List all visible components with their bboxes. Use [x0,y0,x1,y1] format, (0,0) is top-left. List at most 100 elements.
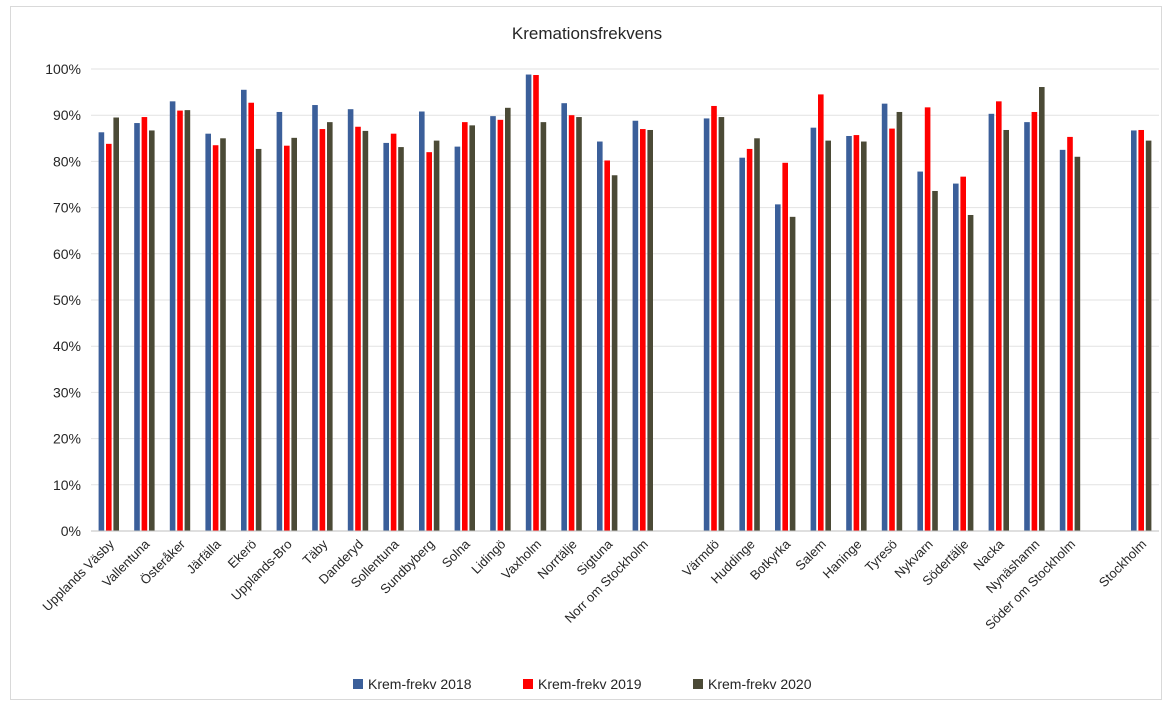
y-tick-label: 20% [53,431,81,447]
bar [141,117,148,532]
bar [576,117,582,532]
bar [568,115,575,531]
bar [711,105,717,532]
bar [1003,129,1009,531]
bar [383,142,389,532]
bar [312,105,318,531]
bar [319,129,326,531]
bar [113,117,119,531]
bar [469,125,475,532]
legend-label: Krem-frekv 2018 [368,676,472,692]
x-tick-label: Täby [299,536,330,567]
bar [932,190,938,531]
bar [917,171,923,531]
chart-frame: Kremationsfrekvens 0% 10% 20% 30% 40% 50% 60% 7… [10,6,1162,700]
bar [291,137,297,531]
bar [419,111,425,531]
bar [212,145,219,532]
bar [988,113,995,531]
bar [497,119,504,531]
bar [746,148,753,531]
bar [632,120,639,532]
bar [703,118,710,532]
bar [561,103,567,531]
bar [896,111,903,531]
bar [134,123,140,532]
y-tick-label: 70% [53,200,81,216]
bar [775,204,781,531]
bar [861,141,867,531]
legend-swatch [523,679,533,689]
bar [754,138,760,532]
bar [718,117,725,532]
bar [169,101,176,531]
bar [818,94,824,531]
bars [98,74,1152,532]
bar [1138,129,1144,531]
y-tick-label: 90% [53,107,81,123]
legend-swatch [353,679,363,689]
x-tick-label: Stockholm [1096,537,1150,591]
bar [525,74,532,531]
y-tick-label: 10% [53,477,81,493]
bar [810,127,817,532]
bar [739,157,745,531]
bar [640,129,646,531]
bar [490,116,496,532]
bar [205,133,211,531]
bar [355,126,361,531]
bar [953,183,959,531]
bar [1031,111,1038,531]
bar [98,132,105,531]
legend-label: Krem-frekv 2019 [538,676,642,692]
bar [1024,122,1030,531]
bar [611,175,618,531]
bar [881,103,888,532]
bar [284,145,290,531]
gridlines [91,68,1159,486]
x-tick-label: Järfälla [183,536,224,577]
bar [106,143,112,531]
bar [433,140,440,532]
bar [347,109,354,531]
bar [1074,156,1081,531]
bar [390,133,397,531]
bar [184,110,191,532]
bar [967,214,974,532]
chart-svg: Kremationsfrekvens 0% 10% 20% 30% 40% 50% 60% 7… [39,24,1159,692]
bar [1131,130,1137,531]
bar [1059,149,1066,531]
chart-title: Kremationsfrekvens [512,24,662,43]
bar [1067,136,1073,531]
y-tick-label: 100% [45,61,81,77]
bar [505,107,511,531]
bar [1039,87,1045,532]
bar [825,140,831,532]
bar [248,102,254,531]
bar [327,122,333,531]
bar [924,107,931,531]
bar [996,101,1002,531]
bar [889,128,895,531]
bar [426,152,432,531]
bar [462,122,468,531]
bar [255,148,262,531]
bar [647,129,653,531]
bar [398,147,404,531]
x-tick-label: Norrtälje [534,537,579,582]
y-tick-label: 30% [53,384,81,400]
bar [789,216,796,531]
bar [540,122,547,531]
y-tick-label: 80% [53,153,81,169]
bar [846,135,852,532]
bar [241,89,247,531]
bar [454,146,461,531]
legend-swatch [693,679,703,689]
x-tick-label: Haninge [820,537,865,582]
bar [604,160,610,532]
bar [276,111,283,531]
bar [177,110,183,531]
bar [1145,140,1152,532]
bar [597,141,603,531]
y-axis-ticks: 0% 10% 20% 30% 40% 50% 60% 70% 80% 90% 100% [45,61,81,539]
